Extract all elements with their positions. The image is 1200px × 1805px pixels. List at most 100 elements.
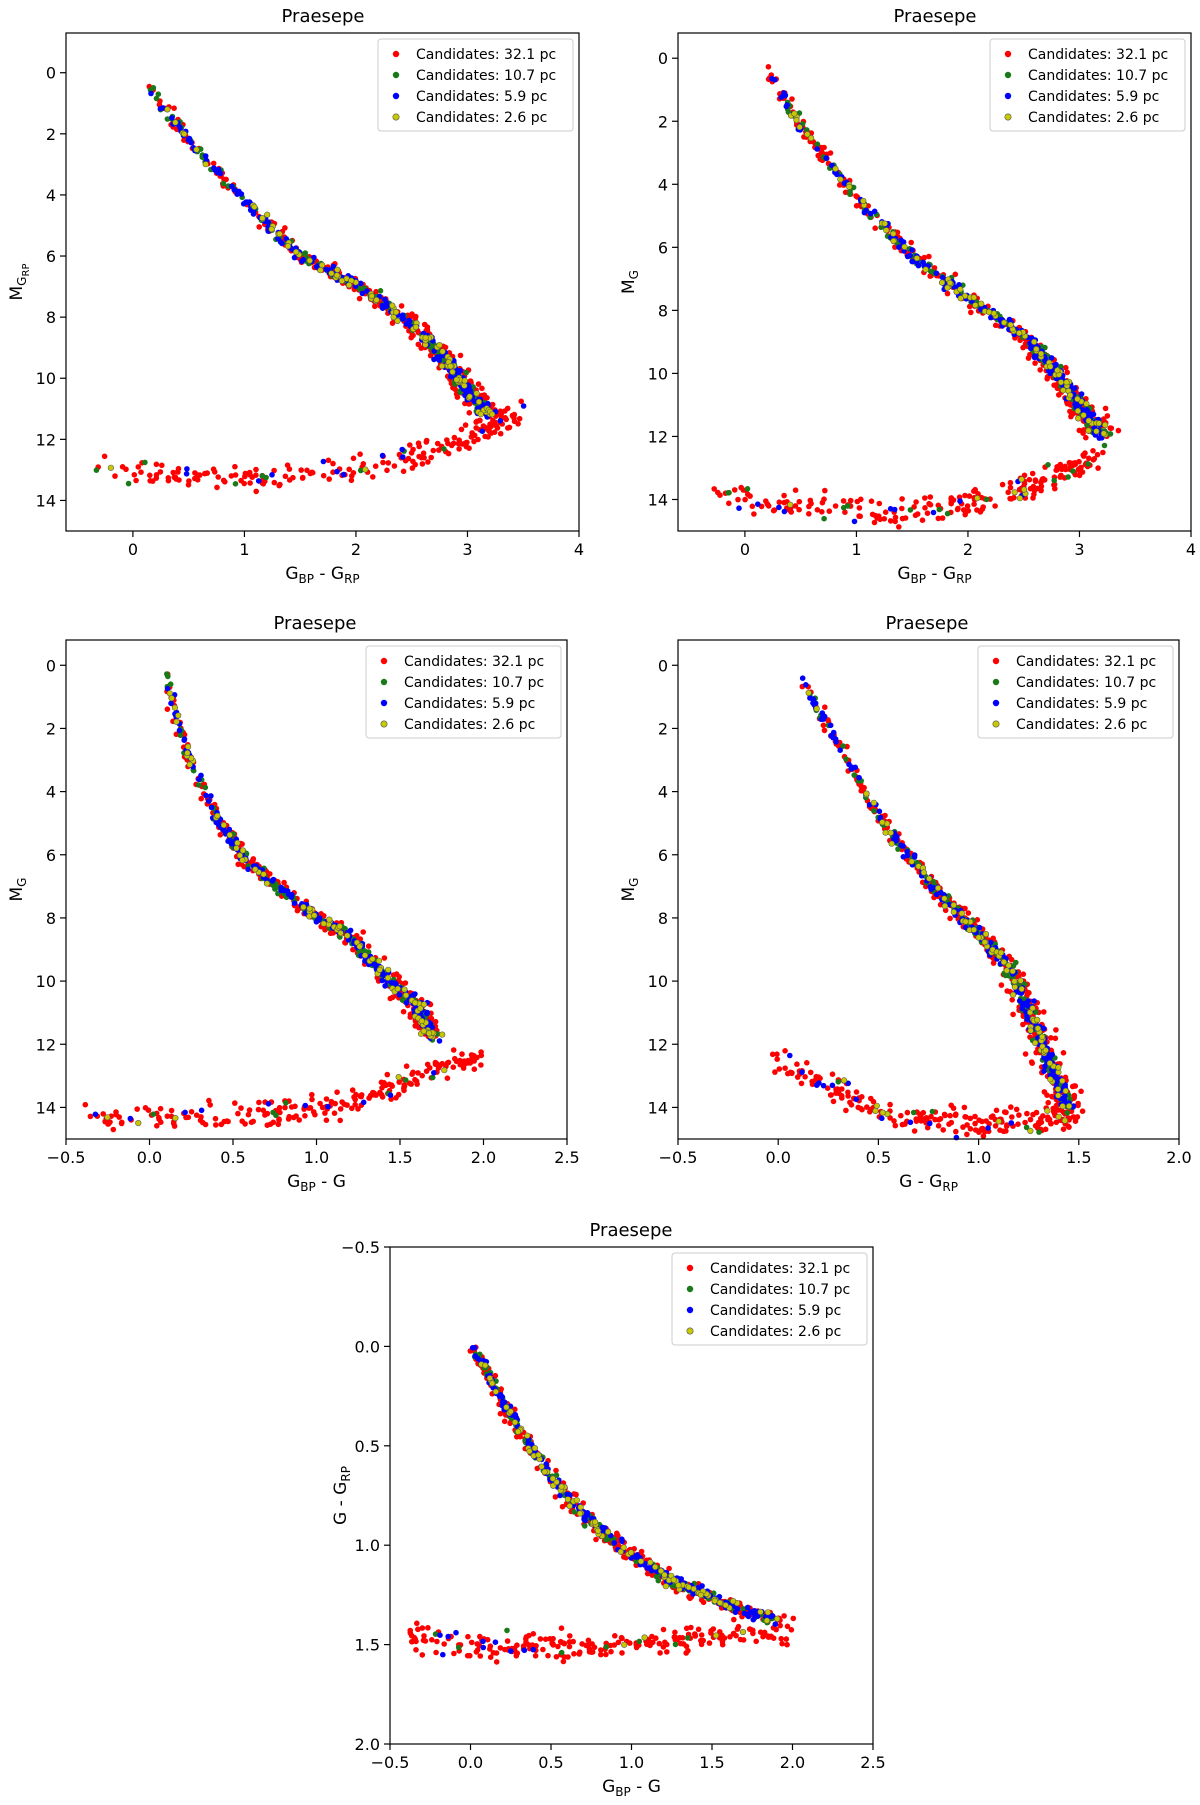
data-point <box>445 1634 451 1640</box>
data-point <box>269 472 275 478</box>
data-point <box>328 931 334 937</box>
data-point <box>420 1652 426 1658</box>
data-point <box>1038 351 1044 357</box>
data-point <box>494 1659 500 1665</box>
data-point <box>1050 1106 1056 1112</box>
data-point <box>946 1121 952 1127</box>
data-point <box>835 1087 841 1093</box>
data-point <box>279 241 285 247</box>
data-point <box>463 422 469 428</box>
data-point <box>1062 1118 1068 1124</box>
data-point <box>782 1065 788 1071</box>
data-point <box>412 1000 418 1006</box>
data-point <box>215 813 221 819</box>
data-point <box>567 1639 573 1645</box>
data-point <box>401 469 407 475</box>
data-point <box>907 253 913 259</box>
data-point <box>1055 1107 1061 1113</box>
data-point <box>794 1061 800 1067</box>
data-point <box>821 723 827 729</box>
data-point <box>441 1641 447 1647</box>
data-point <box>545 1653 551 1659</box>
data-point <box>293 249 299 255</box>
data-point <box>412 462 418 468</box>
data-point <box>307 258 313 264</box>
panel-4-points <box>770 675 1085 1140</box>
data-point <box>424 1068 430 1074</box>
data-point <box>322 1110 328 1116</box>
data-point <box>508 1648 514 1654</box>
data-point <box>905 1110 911 1116</box>
data-point <box>735 497 741 503</box>
data-point <box>1066 1103 1072 1109</box>
data-point <box>185 750 191 756</box>
data-point <box>1084 407 1090 413</box>
data-point <box>401 1082 407 1088</box>
data-point <box>307 906 313 912</box>
data-point <box>713 1633 719 1639</box>
data-point <box>218 832 224 838</box>
data-point <box>774 1056 780 1062</box>
data-point <box>856 513 862 519</box>
data-point <box>565 1497 571 1503</box>
data-point <box>321 921 327 927</box>
data-point <box>346 467 352 473</box>
data-point <box>169 695 175 701</box>
data-point <box>928 1114 934 1120</box>
data-point <box>172 705 178 711</box>
data-point <box>656 1578 662 1584</box>
data-point <box>221 181 227 187</box>
data-point <box>587 1646 593 1652</box>
data-point <box>334 273 340 279</box>
x-tick-label: 0 <box>740 540 750 559</box>
data-point <box>189 1109 195 1115</box>
data-point <box>202 471 208 477</box>
data-point <box>451 1064 457 1070</box>
data-point <box>773 1627 779 1633</box>
data-point <box>169 1108 175 1114</box>
data-point <box>399 303 405 309</box>
data-point <box>346 282 352 288</box>
data-point <box>777 1623 783 1629</box>
data-point <box>428 455 434 461</box>
data-point <box>341 472 347 478</box>
data-point <box>253 489 259 495</box>
data-point <box>410 447 416 453</box>
data-point <box>229 841 235 847</box>
data-point <box>1021 487 1027 493</box>
panel-2-series-1 <box>711 64 1121 530</box>
data-point <box>720 1639 726 1645</box>
data-point <box>517 416 523 422</box>
data-point <box>88 1114 94 1120</box>
data-point <box>384 468 390 474</box>
data-point <box>827 508 833 514</box>
data-point <box>515 1650 521 1656</box>
data-point <box>377 967 383 973</box>
data-point <box>868 211 874 217</box>
data-point <box>479 1053 485 1059</box>
data-point <box>362 953 368 959</box>
data-point <box>1037 1119 1043 1125</box>
data-point <box>182 736 188 742</box>
data-point <box>500 1399 506 1405</box>
data-point <box>619 1650 625 1656</box>
data-point <box>942 896 948 902</box>
data-point <box>1063 467 1069 473</box>
data-point <box>464 370 470 376</box>
data-point <box>1028 346 1034 352</box>
data-point <box>845 1090 851 1096</box>
data-point <box>502 1419 508 1425</box>
data-point <box>977 925 983 931</box>
data-point <box>1081 412 1087 418</box>
data-point <box>408 1630 414 1636</box>
data-point <box>962 493 968 499</box>
data-point <box>685 1648 691 1654</box>
data-point <box>136 1120 142 1126</box>
data-point <box>736 505 742 511</box>
data-point <box>1048 1077 1054 1083</box>
data-point <box>469 1052 475 1058</box>
data-point <box>423 1638 429 1644</box>
data-point <box>400 454 406 460</box>
data-point <box>874 1103 880 1109</box>
data-point <box>233 481 239 487</box>
